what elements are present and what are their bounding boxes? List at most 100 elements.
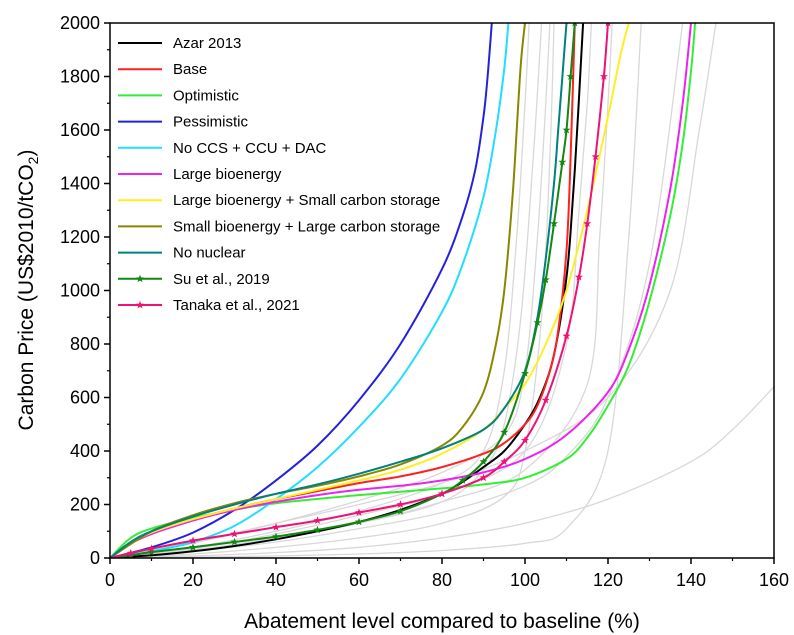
series-line-no-ccs-ccu-dac <box>110 23 510 558</box>
data-point-star <box>566 72 575 80</box>
data-point-star <box>479 457 488 466</box>
data-point-star <box>500 457 509 466</box>
x-axis-title: Abatement level compared to baseline (%) <box>244 610 640 633</box>
data-point-star <box>533 318 542 326</box>
legend-item-pessimistic: Pessimistic <box>118 114 249 131</box>
data-point-star <box>599 72 608 80</box>
legend-label: Tanaka et al., 2021 <box>173 297 300 314</box>
background-curve-9 <box>110 23 717 558</box>
data-point-star <box>583 219 592 227</box>
legend-star-icon <box>136 274 144 283</box>
data-point-star <box>541 275 550 284</box>
legend-label: No CCS + CCU + DAC <box>173 140 327 157</box>
series-no-nuclear <box>110 23 568 558</box>
series-tanaka-et-al-2021 <box>110 23 611 558</box>
data-point-star <box>521 436 529 444</box>
legend: Azar 2013 Base Optimistic Pessimistic No CCS… <box>118 35 440 314</box>
data-point-star <box>479 473 488 482</box>
data-point-star <box>562 125 571 134</box>
axes: 0 20 40 60 80 100 120 140 1600200400600800100012… <box>60 13 789 590</box>
legend-label: Base <box>173 61 207 78</box>
legend-item-su-et-al-2019: Su et al., 2019 <box>118 271 270 288</box>
legend-item-large-bioenergy-small-carbon-storage: Large bioenergy + Small carbon storage <box>118 192 440 209</box>
background-curve-2 <box>110 23 642 558</box>
y-tick-label: 0 <box>90 548 100 568</box>
data-point-star <box>605 23 611 27</box>
x-tick-label: 60 <box>349 570 369 590</box>
series-pessimistic <box>110 23 493 558</box>
data-point-star <box>591 152 600 161</box>
legend-item-no-ccs-ccu-dac: No CCS + CCU + DAC <box>118 140 327 157</box>
legend-label: Pessimistic <box>173 114 249 131</box>
legend-label: Optimistic <box>173 87 239 104</box>
data-point-star <box>550 219 558 227</box>
data-point-star <box>458 476 467 484</box>
x-tick-label: 0 <box>105 570 115 590</box>
data-series <box>110 23 697 558</box>
data-point-star <box>396 500 405 508</box>
series-small-bioenergy-large-carbon-storage <box>110 23 526 558</box>
data-point-star <box>189 543 197 551</box>
data-point-star <box>230 529 239 538</box>
data-point-star <box>189 536 197 544</box>
y-tick-label: 1200 <box>60 227 100 247</box>
data-point-star <box>355 517 363 526</box>
data-point-star <box>313 525 322 534</box>
y-axis-title: Carbon Price (US$2010/tCO2) <box>15 150 41 431</box>
data-point-star <box>126 549 135 557</box>
background-curve-4 <box>110 23 543 558</box>
series-line-no-nuclear <box>110 23 568 558</box>
legend-label: Small bioenergy + Large carbon storage <box>173 218 440 235</box>
x-tick-label: 100 <box>510 570 540 590</box>
data-point-star <box>541 396 550 404</box>
y-tick-label: 1400 <box>60 174 100 194</box>
legend-label: No nuclear <box>173 245 246 262</box>
data-point-star <box>147 547 156 556</box>
x-tick-label: 140 <box>676 570 706 590</box>
y-tick-label: 400 <box>70 441 100 461</box>
y-tick-label: 600 <box>70 388 100 408</box>
y-tick-label: 2000 <box>60 13 100 33</box>
legend-item-small-bioenergy-large-carbon-storage: Small bioenergy + Large carbon storage <box>118 218 440 235</box>
data-point-star <box>558 157 567 166</box>
legend-star-icon <box>136 300 144 309</box>
x-tick-label: 80 <box>432 570 452 590</box>
series-line-large-bioenergy <box>110 23 692 558</box>
series-azar-2013 <box>110 23 585 558</box>
data-point-star <box>572 23 578 27</box>
data-point-star <box>396 507 405 515</box>
y-axis-title-close: ) <box>15 150 38 157</box>
data-point-star <box>562 331 571 340</box>
data-point-star <box>272 523 280 531</box>
legend-label: Su et al., 2019 <box>173 271 270 288</box>
data-point-star <box>230 537 239 546</box>
x-tick-label: 20 <box>183 570 203 590</box>
data-point-star <box>575 272 583 281</box>
series-line-small-bioenergy-large-carbon-storage <box>110 23 526 558</box>
y-tick-label: 1600 <box>60 120 100 140</box>
x-tick-label: 120 <box>593 570 623 590</box>
y-tick-label: 1800 <box>60 67 100 87</box>
y-tick-label: 800 <box>70 334 100 354</box>
y-tick-label: 1000 <box>60 281 100 301</box>
series-no-ccs-ccu-dac <box>110 23 510 558</box>
series-large-bioenergy-small-carbon-storage <box>110 23 630 558</box>
series-line-large-bioenergy-small-carbon-storage <box>110 23 630 558</box>
data-point-star <box>355 508 363 516</box>
legend-label: Large bioenergy <box>173 166 282 183</box>
background-curve-1 <box>110 386 774 558</box>
series-line-optimistic <box>110 23 697 558</box>
y-axis-title-main: Carbon Price (US$2010/tCO <box>15 164 38 430</box>
legend-label: Azar 2013 <box>173 35 241 52</box>
legend-item-base: Base <box>118 61 207 78</box>
background-curve-5 <box>110 23 530 558</box>
legend-label: Large bioenergy + Small carbon storage <box>173 192 440 209</box>
series-large-bioenergy <box>110 23 692 558</box>
legend-item-azar-2013: Azar 2013 <box>118 35 241 52</box>
series-optimistic <box>110 23 697 558</box>
data-point-star <box>313 516 322 524</box>
data-point-star <box>147 544 156 552</box>
legend-item-optimistic: Optimistic <box>118 87 239 104</box>
x-tick-label: 160 <box>759 570 789 590</box>
